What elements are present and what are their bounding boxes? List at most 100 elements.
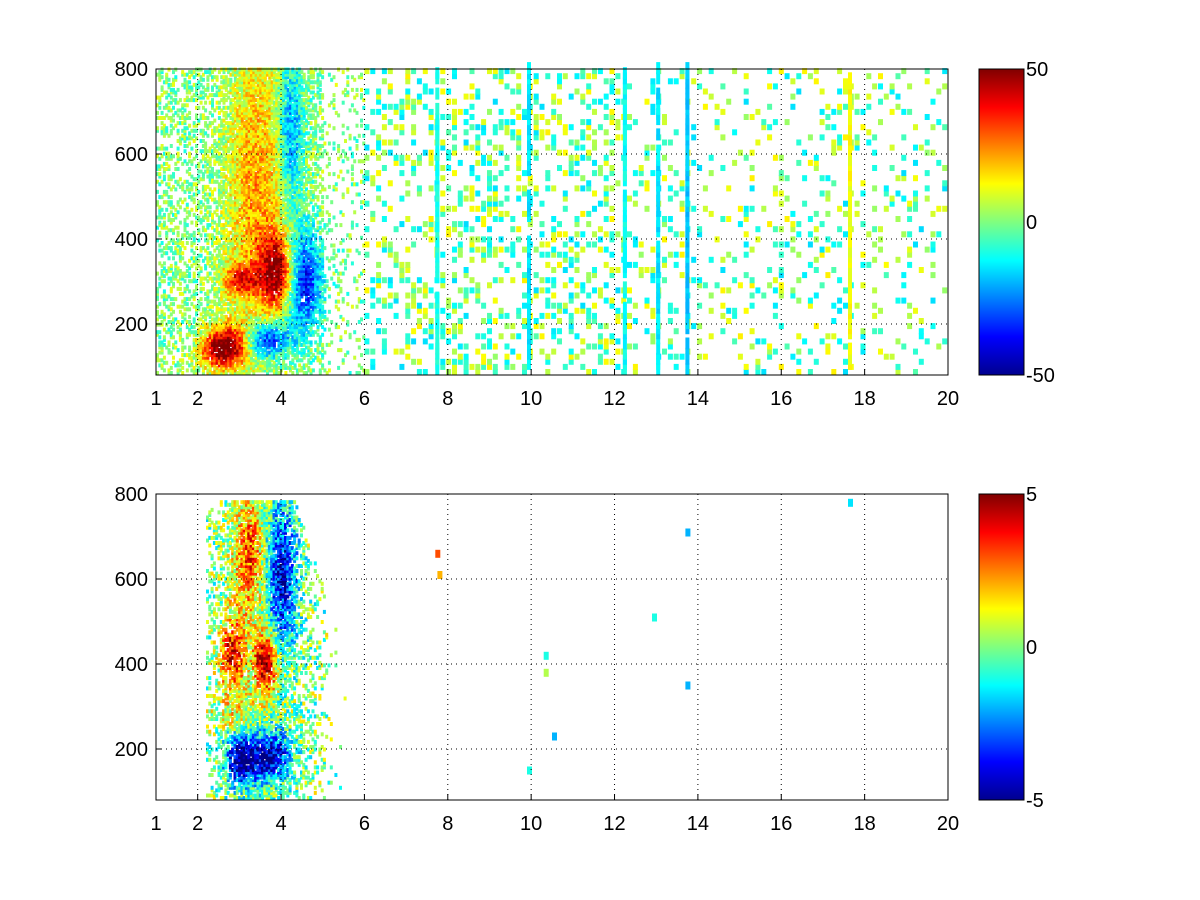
heatmap-cell	[215, 77, 219, 82]
heatmap-cell	[227, 202, 231, 207]
heatmap-cell	[256, 90, 260, 95]
heatmap-cell	[233, 261, 237, 266]
heatmap-cell	[220, 276, 224, 281]
heatmap-cell	[238, 284, 242, 289]
heatmap-cell	[250, 103, 253, 108]
heatmap-cell	[197, 317, 201, 322]
heatmap-cell	[208, 365, 212, 370]
heatmap-cell	[240, 261, 244, 266]
heatmap-cell	[162, 342, 166, 347]
heatmap-cell	[181, 200, 185, 205]
heatmap-cell	[195, 312, 198, 317]
heatmap-cell	[217, 195, 221, 200]
heatmap-cell	[261, 212, 265, 217]
heatmap-cell	[169, 195, 173, 200]
heatmap-cell	[158, 281, 162, 286]
heatmap-cell	[238, 241, 242, 245]
heatmap-cell	[211, 121, 214, 126]
heatmap-cell	[178, 291, 182, 296]
heatmap-cell	[222, 182, 226, 187]
heatmap-cell	[178, 258, 182, 263]
heatmap-cell	[160, 75, 164, 80]
heatmap-cell	[224, 269, 228, 273]
heatmap-cell	[256, 133, 260, 138]
heatmap-cell	[250, 169, 253, 174]
heatmap-cell	[188, 141, 192, 146]
heatmap-cell	[172, 218, 175, 222]
heatmap-cell	[240, 325, 244, 330]
heatmap-cell	[256, 149, 260, 154]
heatmap-cell	[227, 230, 231, 235]
heatmap-cell	[252, 371, 256, 375]
heatmap-cell	[158, 340, 162, 345]
heatmap-cell	[183, 72, 187, 77]
heatmap-cell	[233, 100, 237, 105]
heatmap-cell	[231, 261, 235, 266]
heatmap-cell	[211, 322, 214, 327]
heatmap-cell	[217, 289, 221, 294]
heatmap-cell	[254, 307, 258, 312]
heatmap-cell	[256, 358, 260, 363]
heatmap-cell	[211, 337, 214, 342]
heatmap-cell	[250, 184, 253, 189]
heatmap-cell	[259, 266, 263, 271]
heatmap-cell	[190, 355, 194, 360]
heatmap-cell	[243, 144, 247, 148]
heatmap-cell	[233, 159, 237, 164]
heatmap-cell	[229, 256, 233, 261]
heatmap-cell	[167, 314, 171, 319]
heatmap-cell	[178, 276, 182, 281]
heatmap-cell	[240, 67, 244, 72]
heatmap-cell	[217, 353, 221, 358]
heatmap-cell	[254, 105, 258, 110]
heatmap-cell	[199, 281, 203, 286]
heatmap-cell	[259, 75, 263, 80]
heatmap-cell	[215, 149, 219, 154]
heatmap-cell	[188, 235, 192, 240]
heatmap-cell	[247, 184, 251, 189]
heatmap-cell	[233, 172, 237, 177]
heatmap-cell	[167, 100, 171, 105]
heatmap-cell	[243, 100, 247, 105]
heatmap-cell	[240, 345, 244, 350]
heatmap-cell	[227, 322, 231, 327]
heatmap-cell	[208, 70, 212, 75]
heatmap-cell	[250, 233, 253, 238]
heatmap-cell	[245, 93, 249, 98]
heatmap-cell	[240, 182, 244, 187]
heatmap-cell	[220, 128, 224, 133]
heatmap-cell	[261, 309, 265, 314]
heatmap-cell	[217, 123, 221, 128]
heatmap-cell	[236, 184, 240, 189]
heatmap-cell	[245, 72, 249, 77]
heatmap-cell	[247, 126, 251, 131]
heatmap-cell	[224, 67, 228, 72]
heatmap-cell	[169, 320, 173, 324]
heatmap-cell	[252, 149, 256, 154]
heatmap-cell	[252, 360, 256, 365]
heatmap-cell	[261, 205, 265, 210]
heatmap-cell	[172, 174, 175, 179]
heatmap-cell	[183, 220, 187, 225]
heatmap-cell	[254, 248, 258, 253]
heatmap-cell	[213, 371, 217, 375]
heatmap-cell	[240, 246, 244, 251]
heatmap-cell	[169, 156, 173, 161]
heatmap-cell	[252, 294, 256, 299]
heatmap-cell	[233, 90, 237, 95]
heatmap-cell	[254, 215, 258, 220]
heatmap-cell	[259, 251, 263, 256]
heatmap-cell	[247, 335, 251, 340]
heatmap-cell	[217, 139, 221, 143]
heatmap-cell	[243, 80, 247, 85]
heatmap-cell	[247, 202, 251, 207]
heatmap-cell	[222, 95, 226, 100]
heatmap-cell	[222, 184, 226, 189]
heatmap-cell	[227, 274, 231, 279]
heatmap-cell	[208, 299, 212, 304]
heatmap-cell	[233, 184, 237, 189]
heatmap-cell	[165, 322, 169, 327]
heatmap-cell	[178, 269, 182, 273]
heatmap-cell	[245, 302, 249, 307]
heatmap-cell	[233, 110, 237, 115]
